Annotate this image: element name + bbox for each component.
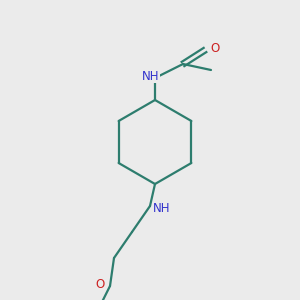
Text: NH: NH bbox=[142, 70, 160, 83]
Text: O: O bbox=[95, 278, 105, 290]
Text: O: O bbox=[210, 41, 220, 55]
Text: NH: NH bbox=[153, 202, 171, 215]
